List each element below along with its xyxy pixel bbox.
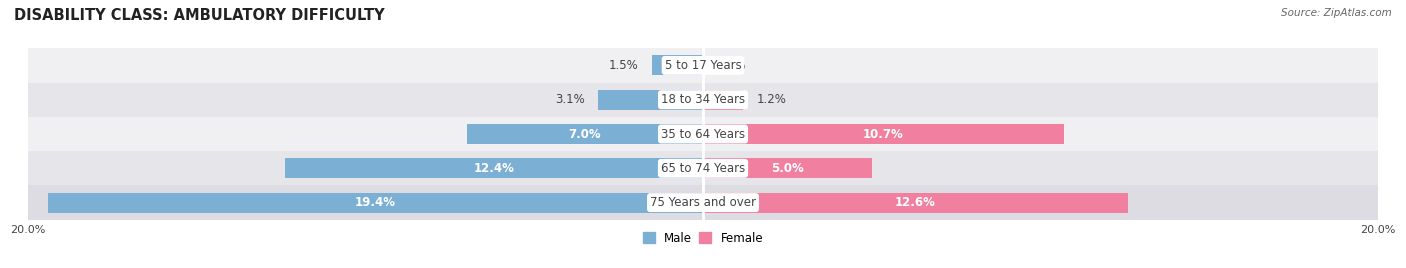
Bar: [703, 158, 872, 178]
Bar: [599, 90, 703, 110]
Text: 19.4%: 19.4%: [356, 196, 396, 209]
Text: 7.0%: 7.0%: [568, 128, 602, 140]
Bar: [48, 193, 703, 213]
Text: DISABILITY CLASS: AMBULATORY DIFFICULTY: DISABILITY CLASS: AMBULATORY DIFFICULTY: [14, 8, 385, 23]
Bar: [652, 55, 703, 75]
Text: 5.0%: 5.0%: [770, 162, 804, 175]
Text: 1.2%: 1.2%: [756, 93, 787, 106]
Bar: [703, 193, 1128, 213]
Text: 3.1%: 3.1%: [555, 93, 585, 106]
Text: 12.6%: 12.6%: [896, 196, 936, 209]
Bar: [467, 124, 703, 144]
Text: Source: ZipAtlas.com: Source: ZipAtlas.com: [1281, 8, 1392, 18]
Text: 5 to 17 Years: 5 to 17 Years: [665, 59, 741, 72]
Bar: [28, 83, 1378, 117]
Text: 10.7%: 10.7%: [863, 128, 904, 140]
Text: 1.5%: 1.5%: [609, 59, 638, 72]
Text: 35 to 64 Years: 35 to 64 Years: [661, 128, 745, 140]
Text: 65 to 74 Years: 65 to 74 Years: [661, 162, 745, 175]
Bar: [703, 90, 744, 110]
Bar: [28, 151, 1378, 185]
Bar: [28, 117, 1378, 151]
Bar: [703, 124, 1064, 144]
Text: 12.4%: 12.4%: [474, 162, 515, 175]
Bar: [28, 48, 1378, 83]
Text: 0.0%: 0.0%: [717, 59, 747, 72]
Legend: Male, Female: Male, Female: [643, 232, 763, 245]
Text: 75 Years and over: 75 Years and over: [650, 196, 756, 209]
Text: 18 to 34 Years: 18 to 34 Years: [661, 93, 745, 106]
Bar: [284, 158, 703, 178]
Bar: [28, 185, 1378, 220]
